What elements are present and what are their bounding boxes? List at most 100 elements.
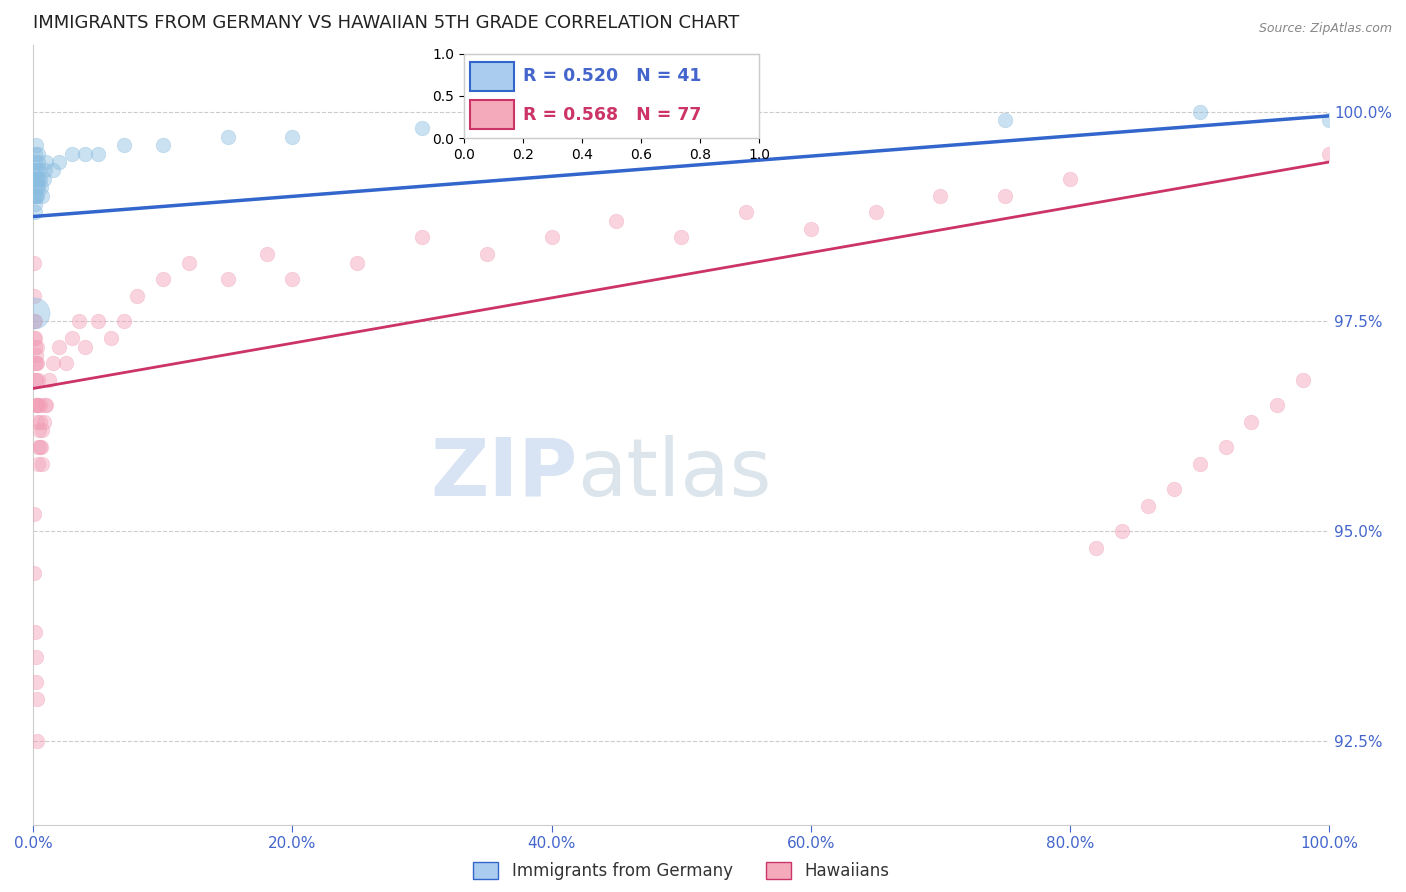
Point — [41, 163, 63, 178]
Point — [25, 180, 48, 194]
Point — [24, 624, 46, 639]
Point — [22, 255, 45, 269]
Point — [1136, 499, 1159, 513]
Point — [24, 180, 46, 194]
Point — [281, 129, 304, 144]
Point — [34, 163, 56, 178]
Point — [1240, 415, 1263, 429]
Point — [27, 171, 49, 186]
Point — [24, 649, 46, 664]
Point — [24, 356, 46, 370]
Point — [22, 188, 45, 202]
Point — [994, 113, 1017, 128]
Point — [22, 508, 45, 522]
Point — [217, 129, 239, 144]
Point — [800, 222, 823, 236]
Point — [24, 373, 46, 387]
Point — [22, 331, 45, 345]
Point — [22, 163, 45, 178]
Point — [28, 171, 51, 186]
FancyBboxPatch shape — [470, 100, 515, 129]
Point — [48, 155, 70, 169]
Point — [25, 171, 48, 186]
Point — [1267, 398, 1289, 412]
Point — [281, 272, 304, 286]
Point — [30, 180, 52, 194]
Point — [35, 398, 58, 412]
Point — [60, 146, 83, 161]
Point — [75, 339, 97, 353]
Point — [346, 255, 368, 269]
Point — [152, 138, 174, 153]
Point — [1188, 104, 1211, 119]
Point — [25, 415, 48, 429]
Text: IMMIGRANTS FROM GERMANY VS HAWAIIAN 5TH GRADE CORRELATION CHART: IMMIGRANTS FROM GERMANY VS HAWAIIAN 5TH … — [34, 14, 740, 32]
Point — [256, 247, 278, 261]
Point — [24, 339, 46, 353]
Point — [177, 255, 200, 269]
Point — [27, 457, 49, 471]
Point — [24, 146, 46, 161]
Point — [25, 398, 48, 412]
Point — [28, 398, 51, 412]
Point — [1059, 171, 1081, 186]
Point — [27, 146, 49, 161]
Point — [152, 272, 174, 286]
Point — [25, 339, 48, 353]
Point — [28, 440, 51, 454]
Text: R = 0.520   N = 41: R = 0.520 N = 41 — [523, 68, 702, 86]
Point — [27, 398, 49, 412]
Point — [217, 272, 239, 286]
Point — [112, 314, 135, 328]
Point — [25, 188, 48, 202]
Point — [100, 331, 122, 345]
Point — [32, 415, 55, 429]
Point — [32, 171, 55, 186]
Point — [30, 415, 52, 429]
Point — [31, 188, 53, 202]
Point — [25, 356, 48, 370]
Point — [41, 356, 63, 370]
Point — [25, 398, 48, 412]
Point — [22, 171, 45, 186]
Point — [75, 146, 97, 161]
Point — [55, 356, 77, 370]
Point — [1084, 541, 1107, 555]
Point — [24, 188, 46, 202]
Point — [1188, 457, 1211, 471]
Text: R = 0.568   N = 77: R = 0.568 N = 77 — [523, 105, 702, 123]
Point — [24, 205, 46, 219]
Point — [411, 121, 433, 136]
Point — [25, 691, 48, 706]
Point — [27, 155, 49, 169]
Point — [605, 213, 627, 227]
Point — [994, 188, 1017, 202]
Point — [24, 197, 46, 211]
Point — [22, 566, 45, 580]
Point — [87, 146, 110, 161]
Point — [671, 230, 693, 244]
Point — [24, 314, 46, 328]
Point — [1317, 146, 1340, 161]
Point — [24, 155, 46, 169]
Legend: Immigrants from Germany, Hawaiians: Immigrants from Germany, Hawaiians — [467, 855, 896, 887]
Point — [1111, 524, 1133, 538]
Point — [28, 163, 51, 178]
Point — [28, 424, 51, 438]
Point — [25, 163, 48, 178]
Point — [31, 424, 53, 438]
Point — [27, 180, 49, 194]
Point — [67, 314, 90, 328]
Point — [671, 121, 693, 136]
Point — [38, 373, 60, 387]
Point — [25, 138, 48, 153]
Text: Source: ZipAtlas.com: Source: ZipAtlas.com — [1258, 22, 1392, 36]
Point — [30, 440, 52, 454]
Point — [22, 289, 45, 303]
Point — [25, 188, 48, 202]
Point — [34, 398, 56, 412]
Point — [35, 155, 58, 169]
Point — [48, 339, 70, 353]
Point — [27, 733, 49, 747]
Point — [735, 205, 758, 219]
